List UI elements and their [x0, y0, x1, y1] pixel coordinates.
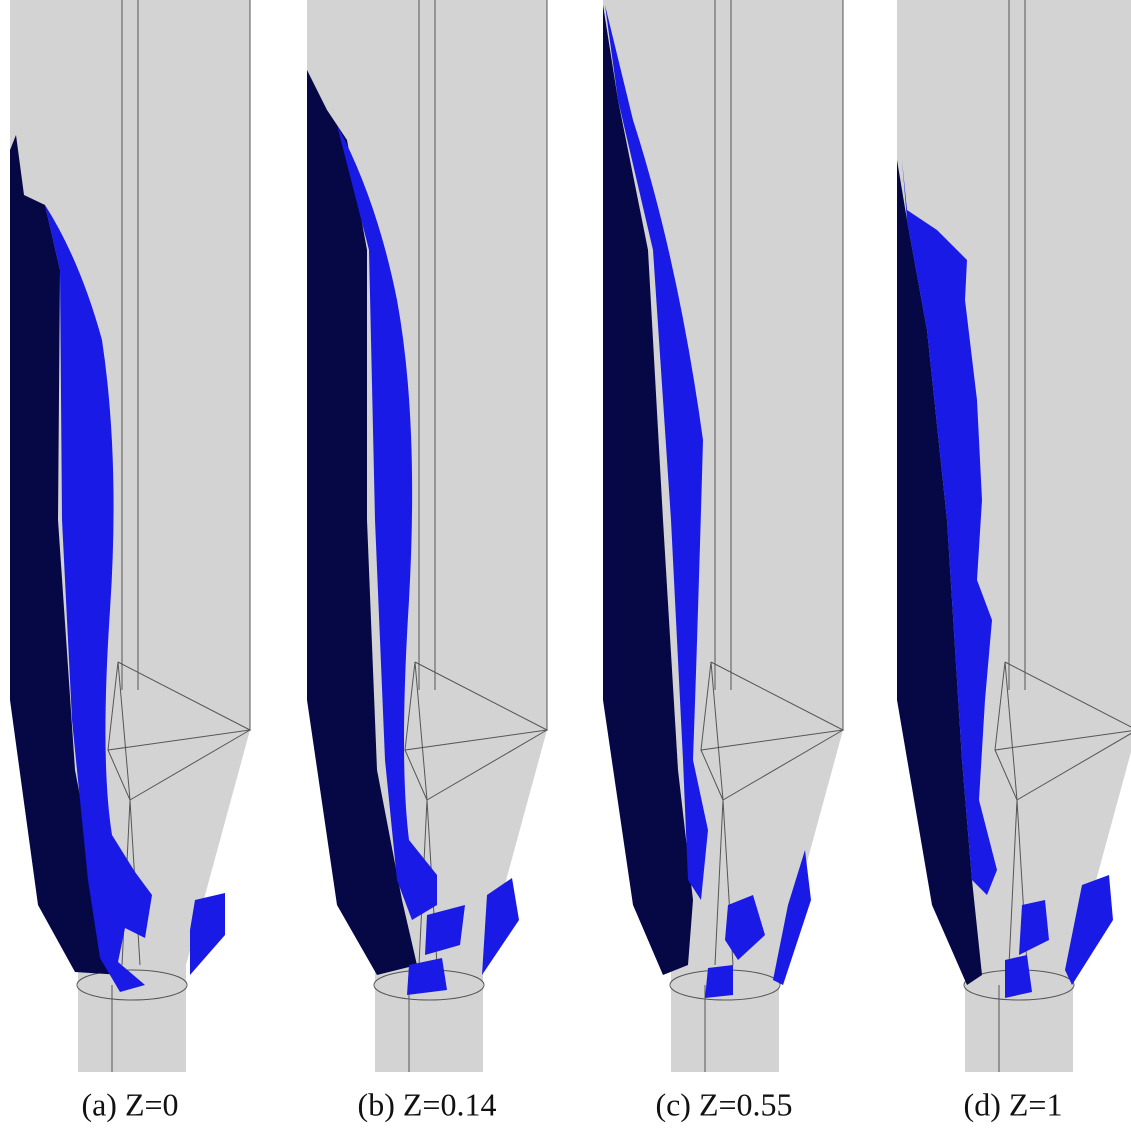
plume-blob	[190, 893, 225, 975]
caption: (c) Z=0.55	[655, 1086, 792, 1122]
caption: (b) Z=0.14	[358, 1086, 497, 1122]
panel-c	[603, 0, 843, 1072]
caption: (a) Z=0	[81, 1086, 178, 1122]
caption: (d) Z=1	[964, 1086, 1063, 1122]
panel-d	[897, 0, 1131, 1072]
page: (a) Z=0 (b) Z=0.14 (c) Z=0.55 (d) Z=1 ((…	[0, 0, 1131, 1139]
figure: (a) Z=0 (b) Z=0.14 (c) Z=0.55 (d) Z=1	[0, 0, 1131, 1139]
panel-a	[10, 0, 250, 1072]
plume-blob	[705, 965, 733, 998]
panel-b	[307, 0, 547, 1072]
